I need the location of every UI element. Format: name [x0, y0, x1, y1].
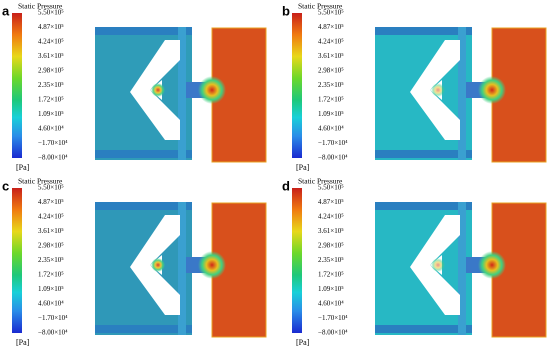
colorbar-tick-label: 4.24×10⁵	[38, 38, 64, 46]
inlet-region	[491, 202, 547, 338]
colorbar-tick-label: 1.72×10⁵	[318, 96, 344, 104]
colorbar-tick-label: 2.35×10⁵	[38, 256, 64, 264]
colorbar-tick-label: 1.09×10⁵	[318, 285, 344, 293]
colorbar-tick-label: 2.98×10⁵	[38, 242, 64, 250]
panel-label: a	[2, 3, 10, 18]
pressure-hotspot	[478, 251, 506, 279]
colorbar-tick-label: −8.00×10⁴	[318, 329, 348, 337]
colorbar-unit: [Pa]	[296, 163, 310, 172]
colorbar-title: Static Pressure	[298, 2, 343, 11]
colorbar-tick-label: −1.70×10⁴	[318, 314, 348, 322]
pressure-hotspot	[478, 76, 506, 104]
colorbar-tick-label: 1.72×10⁵	[38, 271, 64, 279]
wall	[458, 202, 466, 335]
wall	[95, 202, 192, 210]
colorbar-tick-label: 4.87×10⁵	[38, 23, 64, 31]
wall	[178, 27, 186, 160]
colorbar	[292, 188, 302, 333]
colorbar-tick-label: 3.61×10⁵	[38, 52, 64, 60]
wall	[375, 325, 472, 333]
colorbar-tick-label: 2.98×10⁵	[318, 242, 344, 250]
wall	[95, 27, 192, 35]
pressure-hotspot	[431, 83, 445, 97]
colorbar-tick-label: 4.60×10⁴	[38, 125, 64, 133]
colorbar	[12, 188, 22, 333]
wall	[95, 325, 192, 333]
pressure-hotspot	[198, 251, 226, 279]
valve-seat	[410, 215, 460, 315]
colorbar-tick-label: 4.60×10⁴	[38, 300, 64, 308]
colorbar-tick-label: 3.61×10⁵	[38, 227, 64, 235]
colorbar-tick-label: 5.50×10⁵	[318, 9, 344, 17]
colorbar-tick-label: 4.60×10⁴	[318, 300, 344, 308]
valve-seat	[130, 215, 180, 315]
panel-label: d	[282, 178, 290, 193]
colorbar-tick-label: 4.87×10⁵	[318, 23, 344, 31]
wall	[178, 202, 186, 335]
colorbar-tick-label: −8.00×10⁴	[318, 154, 348, 162]
wall	[458, 27, 466, 160]
colorbar-tick-label: 1.09×10⁵	[38, 110, 64, 118]
colorbar-tick-label: 4.24×10⁵	[318, 38, 344, 46]
colorbar-tick-label: 1.72×10⁵	[318, 271, 344, 279]
pressure-hotspot	[431, 258, 445, 272]
colorbar-tick-label: 5.50×10⁵	[318, 184, 344, 192]
pressure-hotspot	[151, 258, 165, 272]
colorbar-tick-label: 3.61×10⁵	[318, 52, 344, 60]
wall	[375, 27, 472, 35]
colorbar-tick-label: 1.09×10⁵	[318, 110, 344, 118]
colorbar-tick-label: −1.70×10⁴	[38, 139, 68, 147]
colorbar-tick-label: 1.09×10⁵	[38, 285, 64, 293]
colorbar-unit: [Pa]	[16, 338, 30, 347]
colorbar-tick-label: −1.70×10⁴	[318, 139, 348, 147]
colorbar-unit: [Pa]	[16, 163, 30, 172]
colorbar-tick-label: 2.98×10⁵	[38, 67, 64, 75]
colorbar-tick-label: 4.87×10⁵	[38, 198, 64, 206]
colorbar-tick-label: 2.35×10⁵	[318, 81, 344, 89]
panel-label: b	[282, 3, 290, 18]
colorbar-tick-label: 1.72×10⁵	[38, 96, 64, 104]
colorbar-tick-label: −8.00×10⁴	[38, 329, 68, 337]
colorbar-tick-label: 4.87×10⁵	[318, 198, 344, 206]
colorbar-tick-label: 2.35×10⁵	[38, 81, 64, 89]
panel-label: c	[2, 178, 9, 193]
pressure-hotspot	[198, 76, 226, 104]
colorbar-tick-label: −1.70×10⁴	[38, 314, 68, 322]
valve-seat	[130, 40, 180, 140]
colorbar-title: Static Pressure	[18, 177, 63, 186]
wall	[375, 202, 472, 210]
colorbar-tick-label: 5.50×10⁵	[38, 9, 64, 17]
colorbar-tick-label: 2.35×10⁵	[318, 256, 344, 264]
wall	[375, 150, 472, 158]
colorbar-tick-label: −8.00×10⁴	[38, 154, 68, 162]
colorbar	[292, 13, 302, 158]
colorbar-tick-label: 3.61×10⁵	[318, 227, 344, 235]
colorbar-title: Static Pressure	[298, 177, 343, 186]
colorbar-title: Static Pressure	[18, 2, 63, 11]
colorbar-unit: [Pa]	[296, 338, 310, 347]
colorbar-tick-label: 5.50×10⁵	[38, 184, 64, 192]
valve-seat	[410, 40, 460, 140]
wall	[95, 150, 192, 158]
colorbar-tick-label: 4.24×10⁵	[38, 213, 64, 221]
pressure-hotspot	[151, 83, 165, 97]
colorbar-tick-label: 2.98×10⁵	[318, 67, 344, 75]
colorbar-tick-label: 4.24×10⁵	[318, 213, 344, 221]
colorbar-tick-label: 4.60×10⁴	[318, 125, 344, 133]
colorbar	[12, 13, 22, 158]
